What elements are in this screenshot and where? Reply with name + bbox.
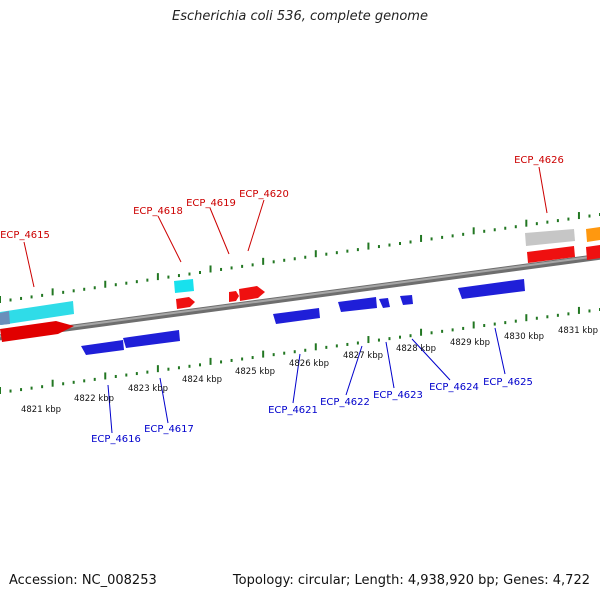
scale-label-4823: 4823 kbp bbox=[128, 384, 168, 394]
reverse-gene-ecp-4623[interactable] bbox=[379, 298, 390, 308]
forward-gene-red-left[interactable] bbox=[0, 321, 74, 342]
leader-line-ecp-4620 bbox=[247, 199, 265, 252]
reverse-gene-ecp-4617[interactable] bbox=[123, 330, 180, 348]
gene-label-ecp-4616[interactable]: ECP_4616 bbox=[91, 434, 141, 445]
reverse-gene-ecp-4624[interactable] bbox=[400, 295, 413, 305]
gene-label-ecp-4626[interactable]: ECP_4626 bbox=[514, 155, 564, 166]
gene-label-ecp-4618[interactable]: ECP_4618 bbox=[133, 206, 183, 217]
forward-gene-orange-right[interactable] bbox=[586, 227, 600, 242]
leader-line-ecp-4621 bbox=[292, 353, 301, 404]
reverse-gene-ecp-4616[interactable] bbox=[81, 340, 124, 355]
gene-label-ecp-4622[interactable]: ECP_4622 bbox=[320, 397, 370, 408]
gene-label-ecp-4620[interactable]: ECP_4620 bbox=[239, 189, 289, 200]
gene-label-ecp-4625[interactable]: ECP_4625 bbox=[483, 377, 533, 388]
leader-line-ecp-4622 bbox=[345, 345, 363, 396]
forward-gene-steel-left[interactable] bbox=[0, 311, 10, 325]
scale-label-4825: 4825 kbp bbox=[235, 367, 275, 377]
leader-line-ecp-4624 bbox=[411, 338, 451, 381]
scale-label-4826: 4826 kbp bbox=[289, 359, 329, 369]
genome-summary-text: Topology: circular; Length: 4,938,920 bp… bbox=[232, 573, 590, 588]
gene-label-ecp-4624[interactable]: ECP_4624 bbox=[429, 382, 479, 393]
scale-label-4821: 4821 kbp bbox=[21, 405, 61, 415]
reverse-gene-features bbox=[81, 279, 525, 355]
scale-label-4827: 4827 kbp bbox=[343, 351, 383, 361]
scale-label-4830: 4830 kbp bbox=[504, 332, 544, 342]
scale-label-4828: 4828 kbp bbox=[396, 344, 436, 354]
forward-gene-red-small-a[interactable] bbox=[176, 297, 195, 309]
forward-gene-red-right[interactable] bbox=[527, 246, 575, 263]
genome-backbone bbox=[0, 253, 600, 341]
scale-label-4824: 4824 kbp bbox=[182, 375, 222, 385]
reverse-gene-labels: ECP_4616 ECP_4617 ECP_4621 ECP_4622 ECP_… bbox=[91, 327, 533, 445]
leader-line-ecp-4615 bbox=[23, 241, 35, 288]
forward-gene-red-edge[interactable] bbox=[586, 245, 600, 260]
leader-line-ecp-4625 bbox=[494, 327, 506, 375]
forward-gene-labels: ECP_4615 ECP_4618 ECP_4619 ECP_4620 ECP_… bbox=[0, 155, 564, 288]
forward-gene-cyan-small[interactable] bbox=[174, 279, 194, 293]
leader-line-ecp-4619 bbox=[209, 207, 230, 255]
reverse-gene-ecp-4622[interactable] bbox=[338, 297, 377, 312]
gene-label-ecp-4617[interactable]: ECP_4617 bbox=[144, 424, 194, 435]
gene-label-ecp-4619[interactable]: ECP_4619 bbox=[186, 198, 236, 209]
gene-label-ecp-4621[interactable]: ECP_4621 bbox=[268, 405, 318, 416]
genome-title: Escherichia coli 536, complete genome bbox=[172, 9, 428, 24]
forward-gene-features bbox=[0, 227, 600, 342]
forward-gene-red-small-b[interactable] bbox=[229, 291, 239, 302]
forward-gene-cyan-left[interactable] bbox=[0, 301, 74, 325]
forward-tick-track bbox=[0, 212, 600, 303]
leader-line-ecp-4626 bbox=[538, 166, 548, 214]
leader-line-ecp-4623 bbox=[385, 341, 395, 389]
scale-label-4822: 4822 kbp bbox=[74, 394, 114, 404]
leader-line-ecp-4616 bbox=[107, 384, 113, 434]
reverse-gene-ecp-4621[interactable] bbox=[273, 308, 320, 324]
gene-label-ecp-4615[interactable]: ECP_4615 bbox=[0, 230, 50, 241]
backbone-highlight bbox=[0, 254, 600, 338]
scale-label-4831: 4831 kbp bbox=[558, 326, 598, 336]
scale-labels: 4821 kbp 4822 kbp 4823 kbp 4824 kbp 4825… bbox=[21, 326, 598, 415]
accession-text: Accession: NC_008253 bbox=[9, 573, 157, 588]
leader-line-ecp-4617 bbox=[159, 377, 169, 424]
gene-label-ecp-4623[interactable]: ECP_4623 bbox=[373, 390, 423, 401]
scale-label-4829: 4829 kbp bbox=[450, 338, 490, 348]
reverse-tick-track bbox=[0, 306, 600, 394]
forward-gene-red-small-c[interactable] bbox=[239, 286, 265, 301]
reverse-gene-ecp-4625[interactable] bbox=[458, 279, 525, 299]
leader-line-ecp-4618 bbox=[157, 215, 182, 263]
forward-gene-gray-right[interactable] bbox=[525, 229, 575, 246]
